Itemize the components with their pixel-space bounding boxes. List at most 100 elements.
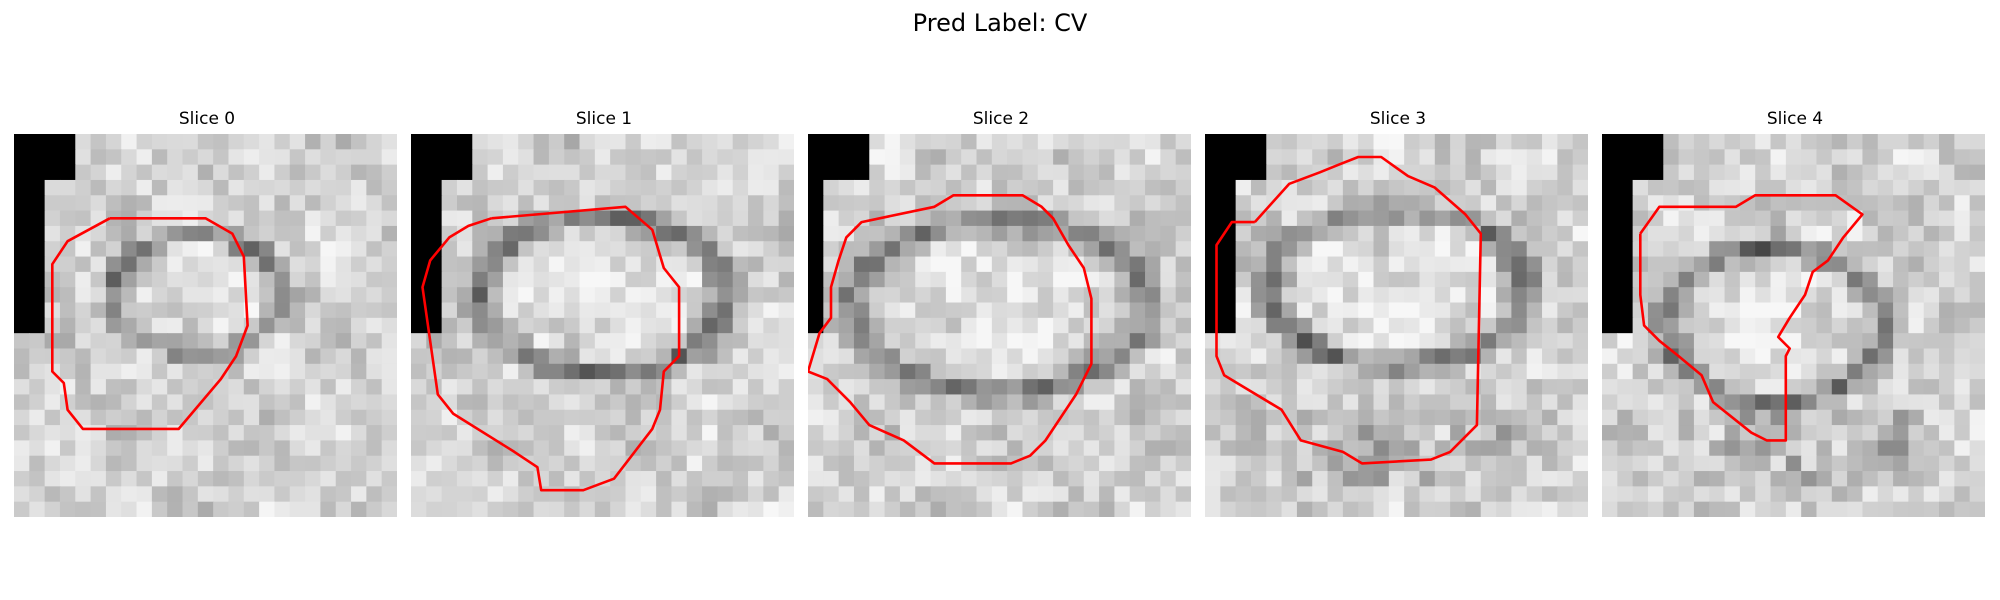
pixel-cell <box>1542 302 1558 319</box>
pixel-cell <box>1250 225 1267 242</box>
pixel-cell <box>1557 271 1574 288</box>
pixel-cell <box>1724 210 1741 227</box>
pixel-cell <box>1312 333 1329 350</box>
pixel-cell <box>1816 195 1833 212</box>
pixel-cell <box>1572 501 1588 517</box>
pixel-cell <box>426 348 443 365</box>
pixel-cell <box>197 149 214 166</box>
pixel-cell <box>1358 225 1375 242</box>
pixel-cell <box>1862 195 1879 212</box>
pixel-cell <box>1801 486 1818 503</box>
pixel-cell <box>1099 256 1115 273</box>
pixel-cell <box>778 134 794 150</box>
pixel-cell <box>426 317 443 334</box>
pixel-cell <box>228 195 245 212</box>
pixel-cell <box>915 302 932 319</box>
pixel-cell <box>1663 333 1680 350</box>
pixel-cell <box>1175 256 1191 273</box>
pixel-cell <box>838 501 855 517</box>
pixel-cell <box>853 287 870 304</box>
pixel-cell <box>671 394 688 411</box>
pixel-cell <box>472 409 489 426</box>
pixel-cell <box>1663 409 1680 426</box>
pixel-cell <box>456 179 473 196</box>
pixel-cell <box>1358 333 1375 350</box>
pixel-cell <box>1068 440 1085 457</box>
pixel-cell <box>640 134 657 150</box>
pixel-cell <box>1175 440 1191 457</box>
pixel-cell <box>1496 225 1512 242</box>
pixel-cell <box>1235 271 1252 288</box>
pixel-cell <box>1709 440 1726 457</box>
pixel-cell <box>1160 486 1177 503</box>
pixel-cell <box>1250 287 1267 304</box>
pixel-cell <box>441 455 458 472</box>
pixel-cell <box>90 363 107 380</box>
pixel-cell <box>441 195 458 212</box>
pixel-cell <box>1327 333 1344 350</box>
pixel-cell <box>640 317 657 334</box>
pixel-cell <box>472 394 489 411</box>
pixel-cell <box>1099 394 1115 411</box>
pixel-cell <box>1099 225 1115 242</box>
pixel-cell <box>274 486 291 503</box>
pixel-cell <box>197 471 214 487</box>
pixel-cell <box>1801 333 1818 350</box>
pixel-cell <box>1893 287 1909 304</box>
pixel-cell <box>1801 394 1818 411</box>
pixel-cell <box>151 455 168 472</box>
pixel-cell <box>1434 225 1451 242</box>
pixel-cell <box>426 179 443 196</box>
pixel-cell <box>1755 271 1772 288</box>
pixel-cell <box>1404 134 1421 150</box>
pixel-cell <box>14 179 30 196</box>
pixel-cell <box>1939 501 1955 517</box>
pixel-cell <box>1557 425 1574 441</box>
pixel-cell <box>320 302 337 319</box>
pixel-cell <box>579 425 596 441</box>
pixel-cell <box>1114 302 1131 319</box>
pixel-cell <box>1511 164 1528 181</box>
pixel-cell <box>121 149 138 166</box>
pixel-cell <box>1908 256 1925 273</box>
pixel-cell <box>1785 149 1802 166</box>
pixel-cell <box>763 317 780 334</box>
pixel-cell <box>564 149 581 166</box>
pixel-cell <box>197 225 214 242</box>
pixel-cell <box>945 425 962 441</box>
pixel-cell <box>1893 440 1909 457</box>
pixel-cell <box>991 134 1008 150</box>
pixel-cell <box>213 256 230 273</box>
pixel-cell <box>335 287 352 304</box>
pixel-cell <box>656 317 673 334</box>
pixel-cell <box>1358 409 1375 426</box>
pixel-cell <box>899 363 916 380</box>
pixel-cell <box>381 486 397 503</box>
pixel-cell <box>1022 210 1039 227</box>
pixel-cell <box>1801 241 1818 258</box>
pixel-cell <box>1296 379 1313 396</box>
pixel-cell <box>1602 501 1618 517</box>
pixel-cell <box>1877 134 1894 150</box>
pixel-cell <box>748 241 764 258</box>
pixel-cell <box>748 317 764 334</box>
pixel-cell <box>1296 210 1313 227</box>
pixel-cell <box>1388 149 1405 166</box>
pixel-cell <box>1235 195 1252 212</box>
pixel-cell <box>456 241 473 258</box>
pixel-cell <box>1831 271 1848 288</box>
pixel-cell <box>671 471 688 487</box>
pixel-cell <box>1724 333 1741 350</box>
pixel-cell <box>14 471 30 487</box>
pixel-cell <box>151 348 168 365</box>
pixel-cell <box>1816 134 1833 150</box>
pixel-cell <box>1114 333 1131 350</box>
pixel-cell <box>1175 394 1191 411</box>
pixel-cell <box>136 195 153 212</box>
pixel-cell <box>1296 471 1313 487</box>
pixel-cell <box>518 455 535 472</box>
pixel-cell <box>1724 241 1741 258</box>
pixel-cell <box>1434 471 1451 487</box>
pixel-cell <box>1663 486 1680 503</box>
pixel-cell <box>702 241 718 258</box>
